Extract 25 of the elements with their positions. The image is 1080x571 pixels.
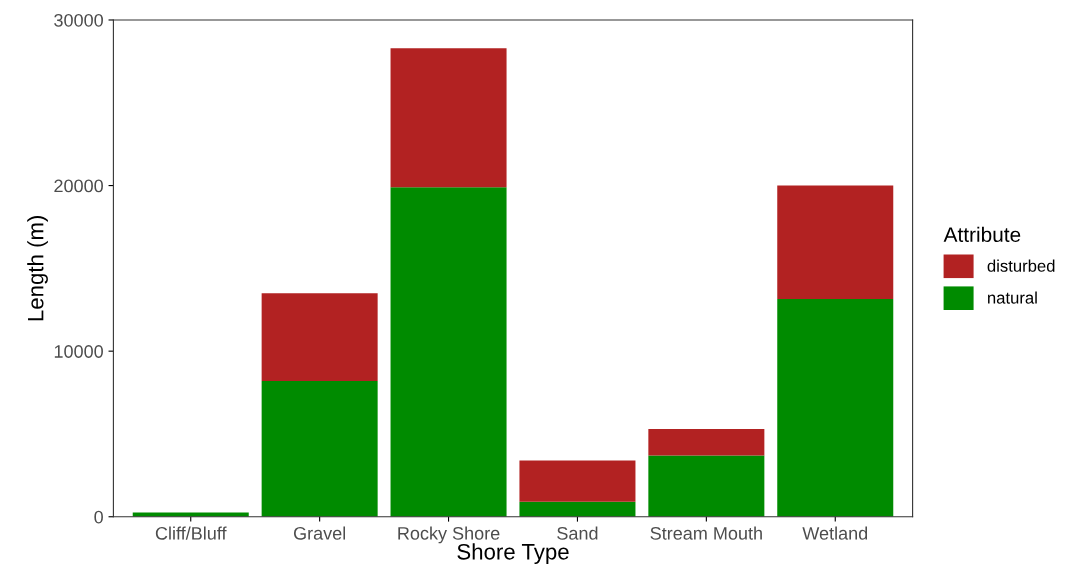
bar [519, 460, 636, 502]
y-axis-title: Length (m) [27, 216, 48, 321]
bar [261, 380, 378, 517]
y-tick-label: 30000 [54, 13, 103, 27]
legend-label: disturbed [987, 259, 1055, 272]
bar [519, 501, 636, 517]
bar [777, 185, 894, 299]
y-tick-label: 0 [94, 510, 103, 524]
bar [390, 48, 507, 188]
x-tick-label: Sand [557, 526, 598, 540]
x-tick-label: Wetland [802, 526, 868, 540]
bar [390, 187, 507, 517]
legend-title: Attribute [943, 226, 1021, 243]
bar [648, 428, 765, 456]
x-tick-label: Rocky Shore [398, 526, 500, 544]
x-tick-label: Gravel [293, 526, 346, 540]
y-tick-label: 10000 [54, 345, 103, 358]
bar [648, 455, 765, 517]
y-tick-label: 20000 [54, 179, 103, 193]
bar [777, 299, 894, 517]
x-tick-label: Cliff/Bluff [155, 526, 227, 540]
legend-label: natural [988, 291, 1037, 304]
x-axis-title: Shore Type [457, 543, 569, 565]
bar [261, 293, 378, 381]
x-tick-label: Stream Mouth [650, 526, 762, 540]
